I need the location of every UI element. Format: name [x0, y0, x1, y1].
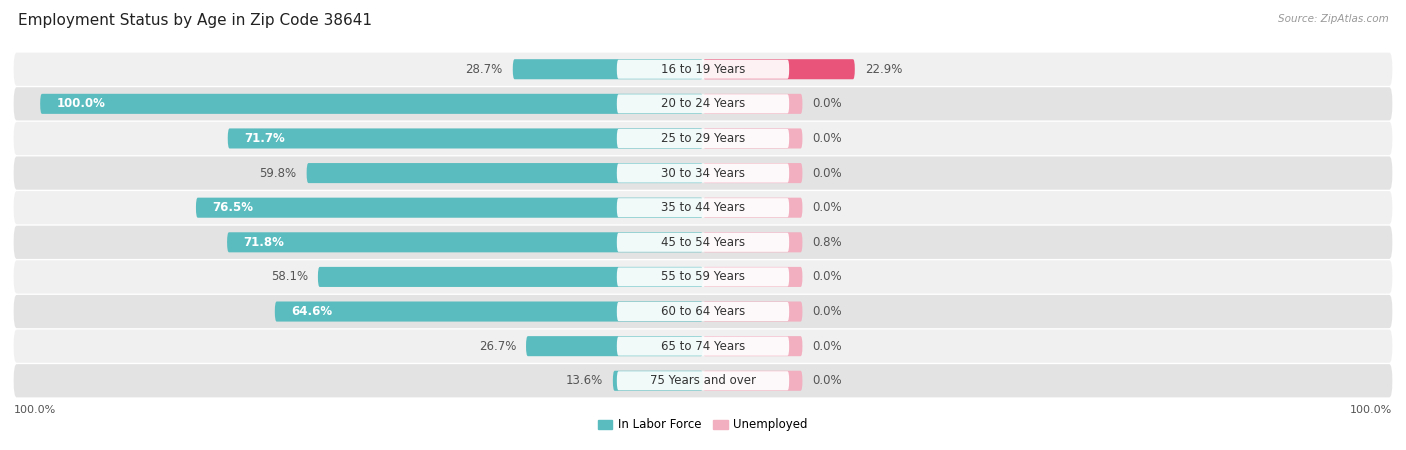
Text: Source: ZipAtlas.com: Source: ZipAtlas.com	[1278, 14, 1389, 23]
FancyBboxPatch shape	[14, 295, 1392, 328]
Text: 58.1%: 58.1%	[271, 270, 308, 284]
FancyBboxPatch shape	[703, 94, 803, 114]
FancyBboxPatch shape	[228, 232, 703, 252]
FancyBboxPatch shape	[703, 371, 803, 391]
Text: 100.0%: 100.0%	[1350, 405, 1392, 415]
Text: 0.0%: 0.0%	[813, 340, 842, 353]
Text: 0.0%: 0.0%	[813, 305, 842, 318]
FancyBboxPatch shape	[318, 267, 703, 287]
Text: 25 to 29 Years: 25 to 29 Years	[661, 132, 745, 145]
FancyBboxPatch shape	[526, 336, 703, 356]
Text: 28.7%: 28.7%	[465, 63, 503, 76]
Text: 0.0%: 0.0%	[813, 166, 842, 180]
FancyBboxPatch shape	[14, 157, 1392, 190]
FancyBboxPatch shape	[703, 59, 855, 79]
FancyBboxPatch shape	[703, 232, 803, 252]
Text: 76.5%: 76.5%	[212, 201, 253, 214]
FancyBboxPatch shape	[703, 336, 803, 356]
FancyBboxPatch shape	[195, 198, 703, 218]
FancyBboxPatch shape	[617, 129, 789, 148]
Text: 64.6%: 64.6%	[291, 305, 332, 318]
Text: 13.6%: 13.6%	[565, 374, 603, 387]
FancyBboxPatch shape	[14, 226, 1392, 259]
Text: 35 to 44 Years: 35 to 44 Years	[661, 201, 745, 214]
FancyBboxPatch shape	[617, 337, 789, 356]
FancyBboxPatch shape	[703, 302, 803, 322]
Text: 20 to 24 Years: 20 to 24 Years	[661, 97, 745, 110]
FancyBboxPatch shape	[617, 371, 789, 390]
Text: 30 to 34 Years: 30 to 34 Years	[661, 166, 745, 180]
FancyBboxPatch shape	[617, 267, 789, 287]
FancyBboxPatch shape	[307, 163, 703, 183]
Text: 45 to 54 Years: 45 to 54 Years	[661, 236, 745, 249]
FancyBboxPatch shape	[41, 94, 703, 114]
FancyBboxPatch shape	[513, 59, 703, 79]
Text: 0.0%: 0.0%	[813, 270, 842, 284]
FancyBboxPatch shape	[617, 233, 789, 252]
Text: 59.8%: 59.8%	[260, 166, 297, 180]
Text: 60 to 64 Years: 60 to 64 Years	[661, 305, 745, 318]
Text: Employment Status by Age in Zip Code 38641: Employment Status by Age in Zip Code 386…	[18, 14, 373, 28]
FancyBboxPatch shape	[703, 163, 803, 183]
Text: 0.0%: 0.0%	[813, 201, 842, 214]
FancyBboxPatch shape	[14, 53, 1392, 86]
Legend: In Labor Force, Unemployed: In Labor Force, Unemployed	[598, 418, 808, 432]
FancyBboxPatch shape	[703, 198, 803, 218]
Text: 100.0%: 100.0%	[14, 405, 56, 415]
Text: 71.7%: 71.7%	[245, 132, 285, 145]
Text: 75 Years and over: 75 Years and over	[650, 374, 756, 387]
Text: 0.0%: 0.0%	[813, 97, 842, 110]
FancyBboxPatch shape	[617, 302, 789, 321]
FancyBboxPatch shape	[617, 94, 789, 113]
Text: 0.0%: 0.0%	[813, 132, 842, 145]
Text: 0.0%: 0.0%	[813, 374, 842, 387]
FancyBboxPatch shape	[14, 87, 1392, 121]
FancyBboxPatch shape	[228, 128, 703, 149]
FancyBboxPatch shape	[14, 191, 1392, 224]
FancyBboxPatch shape	[617, 60, 789, 79]
FancyBboxPatch shape	[703, 128, 803, 149]
Text: 100.0%: 100.0%	[56, 97, 105, 110]
FancyBboxPatch shape	[14, 122, 1392, 155]
FancyBboxPatch shape	[274, 302, 703, 322]
Text: 0.8%: 0.8%	[813, 236, 842, 249]
FancyBboxPatch shape	[617, 198, 789, 217]
Text: 65 to 74 Years: 65 to 74 Years	[661, 340, 745, 353]
FancyBboxPatch shape	[14, 260, 1392, 293]
FancyBboxPatch shape	[14, 329, 1392, 363]
FancyBboxPatch shape	[613, 371, 703, 391]
FancyBboxPatch shape	[617, 163, 789, 183]
Text: 55 to 59 Years: 55 to 59 Years	[661, 270, 745, 284]
Text: 71.8%: 71.8%	[243, 236, 284, 249]
FancyBboxPatch shape	[14, 364, 1392, 397]
FancyBboxPatch shape	[703, 267, 803, 287]
Text: 22.9%: 22.9%	[865, 63, 903, 76]
Text: 26.7%: 26.7%	[478, 340, 516, 353]
Text: 16 to 19 Years: 16 to 19 Years	[661, 63, 745, 76]
